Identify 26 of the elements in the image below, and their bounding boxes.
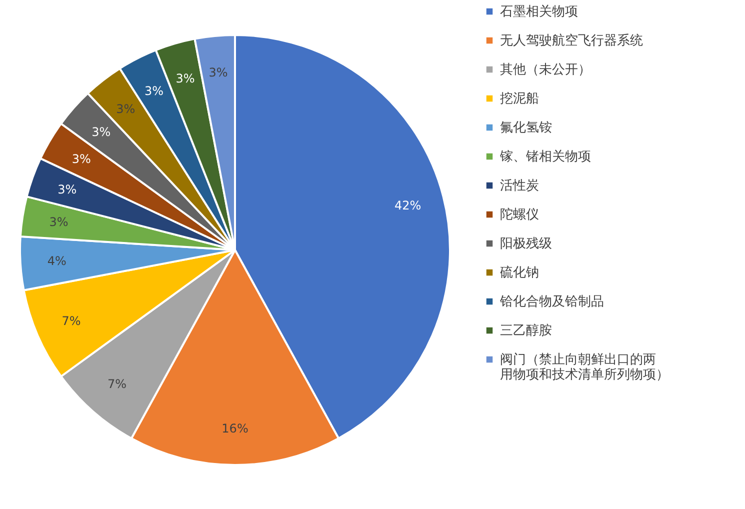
legend-label: 活性炭 bbox=[500, 178, 539, 194]
legend-label: 硫化钠 bbox=[500, 266, 539, 280]
data-label: 7% bbox=[107, 376, 127, 391]
data-label: 4% bbox=[47, 254, 66, 268]
data-label: 3% bbox=[72, 152, 91, 166]
legend-label: 陀螺仪 bbox=[500, 208, 539, 222]
legend-label: 石墨相关物项 bbox=[500, 4, 578, 20]
data-label: 3% bbox=[92, 124, 111, 139]
legend-label: 镓、锗相关物项 bbox=[499, 150, 591, 164]
data-label: 16% bbox=[222, 421, 248, 436]
legend-label: 其他（未公开） bbox=[500, 62, 591, 78]
data-label: 7% bbox=[62, 314, 81, 328]
data-label: 3% bbox=[116, 102, 136, 116]
legend-label: 挖泥船 bbox=[500, 92, 539, 106]
data-label: 3% bbox=[49, 215, 68, 230]
data-label: 3% bbox=[58, 182, 77, 197]
legend-label: 氟化氢铵 bbox=[500, 120, 552, 136]
legend-label: 三乙醇胺 bbox=[500, 324, 552, 338]
legend-label: 阀门（禁止向朝鲜出口的两用物项和技术清单所列物项） bbox=[500, 352, 669, 382]
data-label: 42% bbox=[394, 198, 422, 213]
data-label: 3% bbox=[176, 72, 195, 86]
data-label: 3% bbox=[144, 84, 164, 98]
data-label: 3% bbox=[208, 65, 228, 80]
legend-label: 无人驾驶航空飞行器系统 bbox=[500, 34, 643, 48]
legend-label: 铪化合物及铪制品 bbox=[499, 294, 604, 310]
legend-label: 阳极残级 bbox=[500, 236, 552, 252]
